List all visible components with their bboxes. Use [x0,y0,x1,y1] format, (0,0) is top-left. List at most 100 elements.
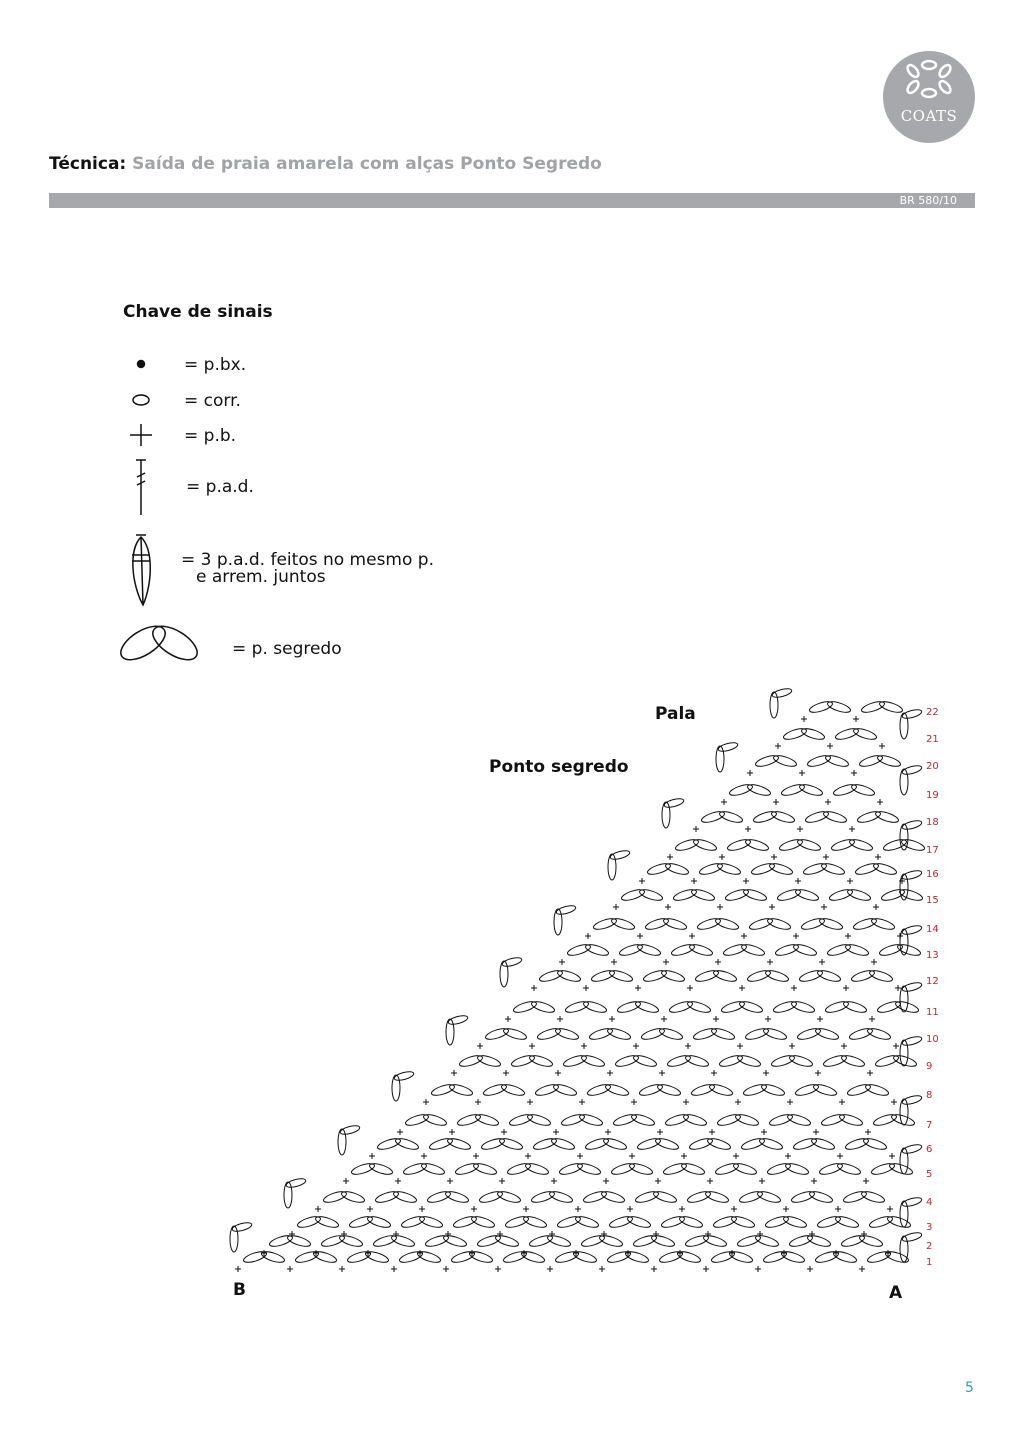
secret-stitch [567,944,609,956]
chain-stitch [901,709,923,719]
row-number: 16 [926,869,939,880]
logo-text: COATS [900,107,958,125]
secret-stitch [753,811,795,823]
single-crochet-plus [821,904,827,910]
secret-stitch [851,970,893,982]
single-crochet-plus [503,1070,509,1076]
secret-stitch [773,1001,815,1013]
single-crochet-plus [579,1099,585,1105]
row-number: 3 [926,1222,933,1233]
single-crochet-plus [721,799,727,805]
single-crochet-plus [893,1043,899,1049]
secret-stitch [845,1138,887,1150]
secret-stitch [695,970,737,982]
cluster-stitch [899,1200,909,1228]
single-crochet-plus [897,933,903,939]
secret-stitch [481,1138,523,1150]
single-crochet-plus [449,1129,455,1135]
single-crochet-plus [715,959,721,965]
secret-stitch [717,1114,759,1126]
single-crochet-plus [885,1250,891,1256]
secret-stitch [801,918,843,930]
single-crochet-plus [741,933,747,939]
row-number: 7 [926,1120,933,1131]
coats-logo: COATS [883,51,975,143]
cluster-stitch [899,1039,909,1067]
secret-stitch [425,1235,467,1247]
secret-stitch [749,918,791,930]
secret-stitch-symbol-icon [120,625,198,661]
legend-text-cluster-line2: e arrem. juntos [196,567,326,587]
single-crochet-plus [605,1129,611,1135]
secret-stitch [771,1055,813,1067]
label-pala: Pala [655,704,696,724]
secret-stitch [589,1028,631,1040]
cluster-stitch [607,853,617,881]
secret-stitch [795,1084,837,1096]
row-number: 17 [926,845,939,856]
secret-stitch [561,1114,603,1126]
secret-stitch [739,1191,781,1203]
single-crochet-plus [713,1016,719,1022]
single-crochet-plus [691,878,697,884]
single-crochet-plus [639,878,645,884]
secret-stitch [871,1163,913,1175]
single-crochet-plus [657,1129,663,1135]
single-crochet-plus [801,716,807,722]
secret-stitch [537,1028,579,1040]
cluster-stitch [661,801,671,829]
legend-text-segredo: = p. segredo [232,639,342,659]
single-crochet-plus [339,1266,345,1272]
single-crochet-plus [603,1178,609,1184]
single-crochet-plus [525,1153,531,1159]
single-crochet-plus [833,1250,839,1256]
secret-stitch [615,1055,657,1067]
single-crochet-plus [443,1266,449,1272]
secret-stitch [459,1055,501,1067]
chain-stitch [901,870,923,880]
single-crochet-plus [799,770,805,776]
secret-stitch [859,755,901,767]
cluster-stitch [899,768,909,796]
single-crochet-plus [393,1231,399,1237]
single-crochet-plus [791,985,797,991]
single-crochet-plus [529,1043,535,1049]
single-crochet-plus [899,878,905,884]
secret-stitch [687,1191,729,1203]
single-crochet-plus [795,878,801,884]
single-crochet-plus [773,799,779,805]
cluster-stitch [229,1225,239,1253]
secret-stitch [831,839,873,851]
secret-stitch [809,701,851,713]
single-crochet-plus [745,826,751,832]
secret-stitch [821,1114,863,1126]
single-crochet-plus [531,985,537,991]
secret-stitch [823,1055,865,1067]
single-crochet-plus [663,959,669,965]
single-crochet-plus [841,1043,847,1049]
secret-stitch [453,1216,495,1228]
single-crochet-plus [819,959,825,965]
single-crochet-plus [609,1016,615,1022]
chain-stitch [901,820,923,830]
single-crochet-plus [843,985,849,991]
single-crochet-plus-icon [130,424,152,446]
secret-stitch [621,889,663,901]
secret-stitch [533,1138,575,1150]
secret-stitch [841,1235,883,1247]
single-crochet-plus [523,1206,529,1212]
secret-stitch [431,1084,473,1096]
single-crochet-plus [391,1266,397,1272]
secret-stitch [805,811,847,823]
secret-stitch [559,1163,601,1175]
secret-stitch [827,944,869,956]
single-crochet-plus [719,854,725,860]
single-crochet-plus [343,1178,349,1184]
secret-stitch [593,918,635,930]
single-crochet-plus [863,1178,869,1184]
secret-stitch [479,1191,521,1203]
single-crochet-plus [625,1250,631,1256]
single-crochet-plus [763,1070,769,1076]
secret-stitch [697,918,739,930]
